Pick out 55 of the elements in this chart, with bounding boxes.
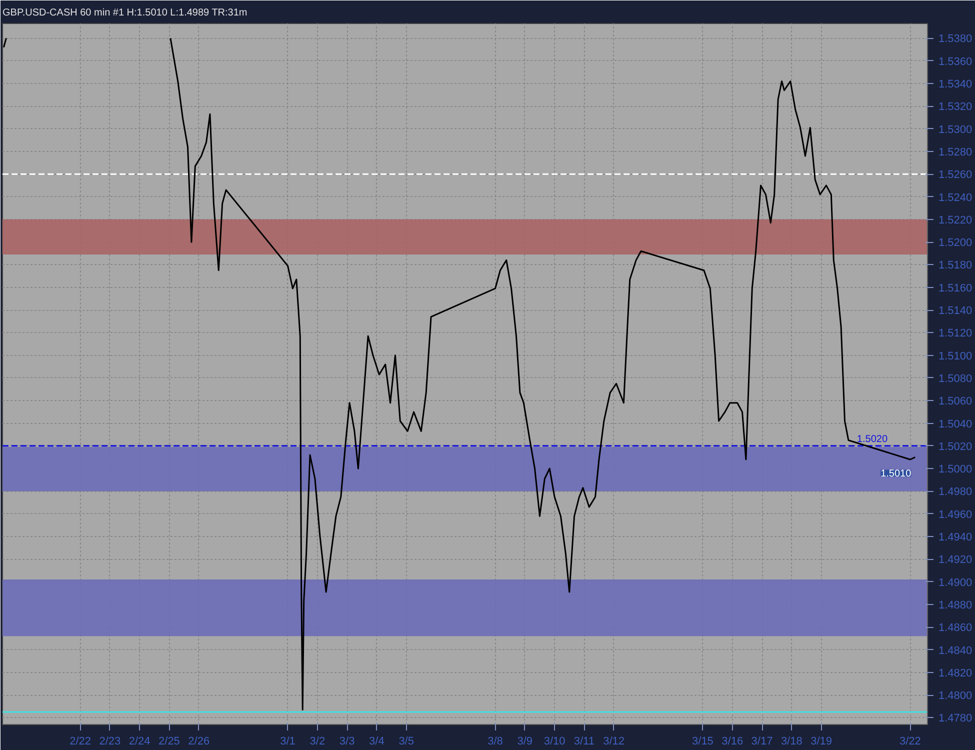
x-tick-label: 3/5: [398, 736, 414, 748]
x-tick-label: 2/23: [99, 736, 121, 748]
x-tick-label: 2/24: [128, 736, 150, 748]
x-tick-label: 3/3: [339, 736, 355, 748]
x-tick-label: 3/10: [544, 736, 566, 748]
y-tick-label: 1.5280: [938, 146, 972, 158]
y-tick-label: 1.5220: [938, 214, 972, 226]
x-tick-label: 3/9: [517, 736, 533, 748]
y-tick-label: 1.4980: [938, 486, 972, 498]
y-tick-label: 1.5260: [938, 169, 972, 182]
y-tick-label: 1.4800: [938, 690, 972, 702]
chart-title: GBP.USD-CASH 60 min #1 H:1.5010 L:1.4989 TR:31m: [2, 8, 248, 18]
y-tick-label: 1.5360: [938, 56, 972, 68]
y-tick-label: 1.4960: [938, 508, 972, 521]
y-tick-label: 1.5320: [938, 101, 972, 114]
x-tick-label: 3/18: [780, 736, 802, 748]
x-tick-label: 3/11: [574, 736, 594, 748]
annotation: 1.5010: [880, 468, 912, 480]
y-tick-label: 1.5100: [938, 350, 972, 362]
y-tick-label: 1.4940: [938, 532, 972, 544]
x-tick-label: 2/25: [158, 736, 180, 748]
y-tick-label: 1.5120: [938, 328, 972, 340]
y-tick-label: 1.4880: [938, 599, 972, 612]
y-tick-label: 1.5340: [938, 78, 972, 91]
x-tick-label: 3/15: [692, 736, 714, 748]
x-tick-label: 2/26: [188, 736, 210, 748]
ref-line-label: 1.5020: [856, 434, 888, 445]
y-tick-label: 1.4860: [938, 622, 972, 634]
y-tick-label: 1.5200: [938, 237, 972, 250]
y-tick-label: 1.5020: [938, 440, 972, 453]
x-tick-label: 3/12: [603, 736, 625, 748]
x-tick-label: 3/16: [722, 736, 744, 748]
x-tick-label: 3/2: [310, 736, 326, 748]
y-tick-label: 1.5240: [938, 192, 972, 204]
y-tick-label: 1.5040: [938, 418, 972, 430]
x-tick-label: 3/1: [280, 736, 296, 748]
y-tick-label: 1.4780: [938, 712, 972, 725]
y-tick-label: 1.5060: [938, 396, 972, 408]
x-tick-label: 3/22: [900, 736, 921, 748]
y-tick-label: 1.4900: [938, 576, 972, 589]
y-tick-label: 1.5180: [938, 260, 972, 272]
y-tick-label: 1.5380: [938, 33, 972, 46]
y-tick-label: 1.5300: [938, 124, 972, 136]
x-tick-label: 2/22: [70, 736, 92, 748]
y-tick-label: 1.5000: [938, 464, 972, 476]
y-tick-label: 1.5160: [938, 282, 972, 294]
y-tick-label: 1.4820: [938, 667, 972, 680]
y-tick-label: 1.5140: [938, 305, 972, 318]
y-tick-label: 1.5080: [938, 372, 972, 385]
x-tick-label: 3/8: [488, 736, 503, 748]
x-tick-label: 3/4: [369, 736, 384, 748]
x-tick-label: 3/19: [810, 736, 832, 748]
y-tick-label: 1.4920: [938, 554, 972, 566]
y-tick-label: 1.4840: [938, 644, 972, 657]
x-tick-label: 3/17: [751, 736, 773, 748]
